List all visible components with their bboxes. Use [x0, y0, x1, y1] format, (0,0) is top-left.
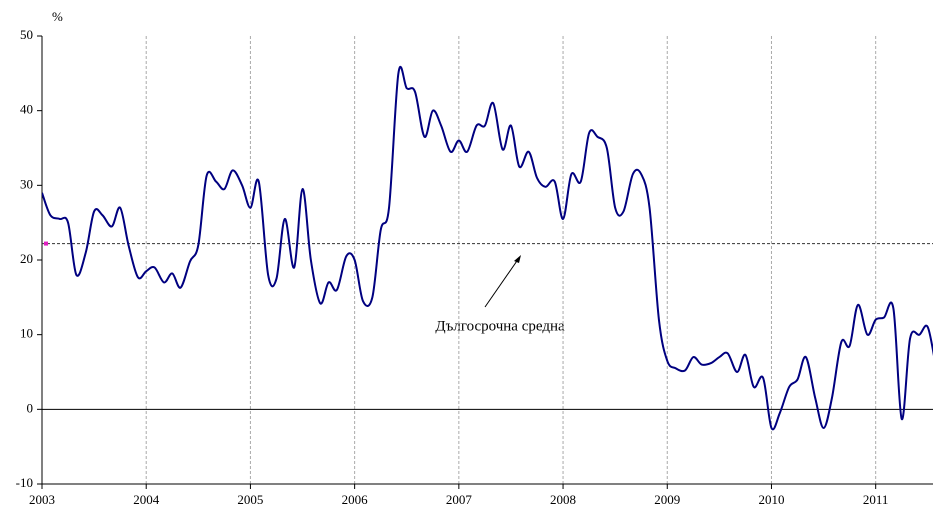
- y-tick-label: -10: [16, 475, 33, 490]
- x-tick-label: 2011: [863, 492, 889, 507]
- x-tick-label: 2009: [654, 492, 680, 507]
- x-tick-label: 2007: [446, 492, 473, 507]
- x-tick-label: 2004: [133, 492, 160, 507]
- y-axis-label: %: [52, 9, 63, 24]
- y-tick-label: 40: [20, 102, 33, 117]
- line-series: [42, 65, 933, 431]
- annotation-arrow: [484, 257, 520, 308]
- y-tick-label: 30: [20, 176, 33, 191]
- x-tick-label: 2008: [550, 492, 576, 507]
- annotation: Дългосрочна средна: [435, 318, 565, 334]
- y-tick-label: 10: [20, 326, 33, 341]
- x-tick-label: 2005: [237, 492, 263, 507]
- y-tick-label: 20: [20, 251, 33, 266]
- x-tick-label: 2006: [342, 492, 369, 507]
- y-tick-label: 50: [20, 27, 33, 42]
- reference-marker: [44, 241, 48, 246]
- arrow-head: [514, 255, 521, 263]
- x-tick-label: 2003: [29, 492, 55, 507]
- x-tick-label: 2010: [758, 492, 784, 507]
- y-tick-label: 0: [27, 400, 34, 415]
